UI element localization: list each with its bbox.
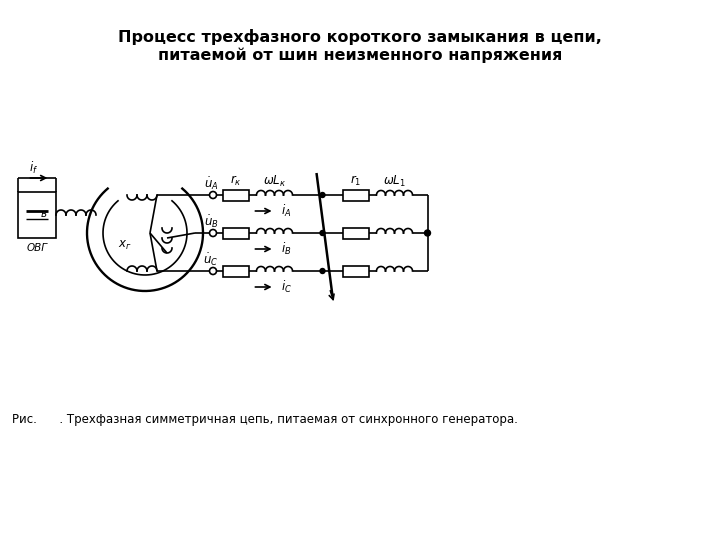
Text: Процесс трехфазного короткого замыкания в цепи,: Процесс трехфазного короткого замыкания … [118, 29, 602, 45]
Text: $\dot{u}_C$: $\dot{u}_C$ [203, 252, 219, 268]
Text: $i_B$: $i_B$ [282, 241, 292, 257]
Bar [343, 266, 369, 276]
Text: $i_f$: $i_f$ [30, 160, 39, 176]
Text: ОВГ: ОВГ [27, 243, 48, 253]
Bar [222, 190, 248, 200]
Text: $x_г$: $x_г$ [118, 239, 132, 252]
Text: $r_1$: $r_1$ [350, 174, 361, 188]
Circle shape [320, 192, 325, 198]
Text: $\dot{u}_B$: $\dot{u}_B$ [204, 214, 218, 230]
Text: в: в [41, 209, 47, 219]
Text: $\omega L_к$: $\omega L_к$ [263, 173, 286, 188]
Bar [222, 266, 248, 276]
Bar [222, 227, 248, 239]
Bar [18, 192, 56, 238]
Text: питаемой от шин неизменного напряжения: питаемой от шин неизменного напряжения [158, 47, 562, 63]
Circle shape [425, 230, 431, 236]
Text: $r_к$: $r_к$ [230, 174, 241, 188]
Circle shape [320, 231, 325, 235]
Circle shape [320, 268, 325, 273]
Text: $i_A$: $i_A$ [282, 203, 292, 219]
Text: Рис.      . Трехфазная симметричная цепь, питаемая от синхронного генератора.: Рис. . Трехфазная симметричная цепь, пит… [12, 414, 518, 427]
Text: $\omega L_1$: $\omega L_1$ [383, 173, 406, 188]
Text: $i_C$: $i_C$ [281, 279, 292, 295]
Bar [343, 227, 369, 239]
Text: $\dot{u}_A$: $\dot{u}_A$ [204, 176, 218, 192]
Bar [343, 190, 369, 200]
